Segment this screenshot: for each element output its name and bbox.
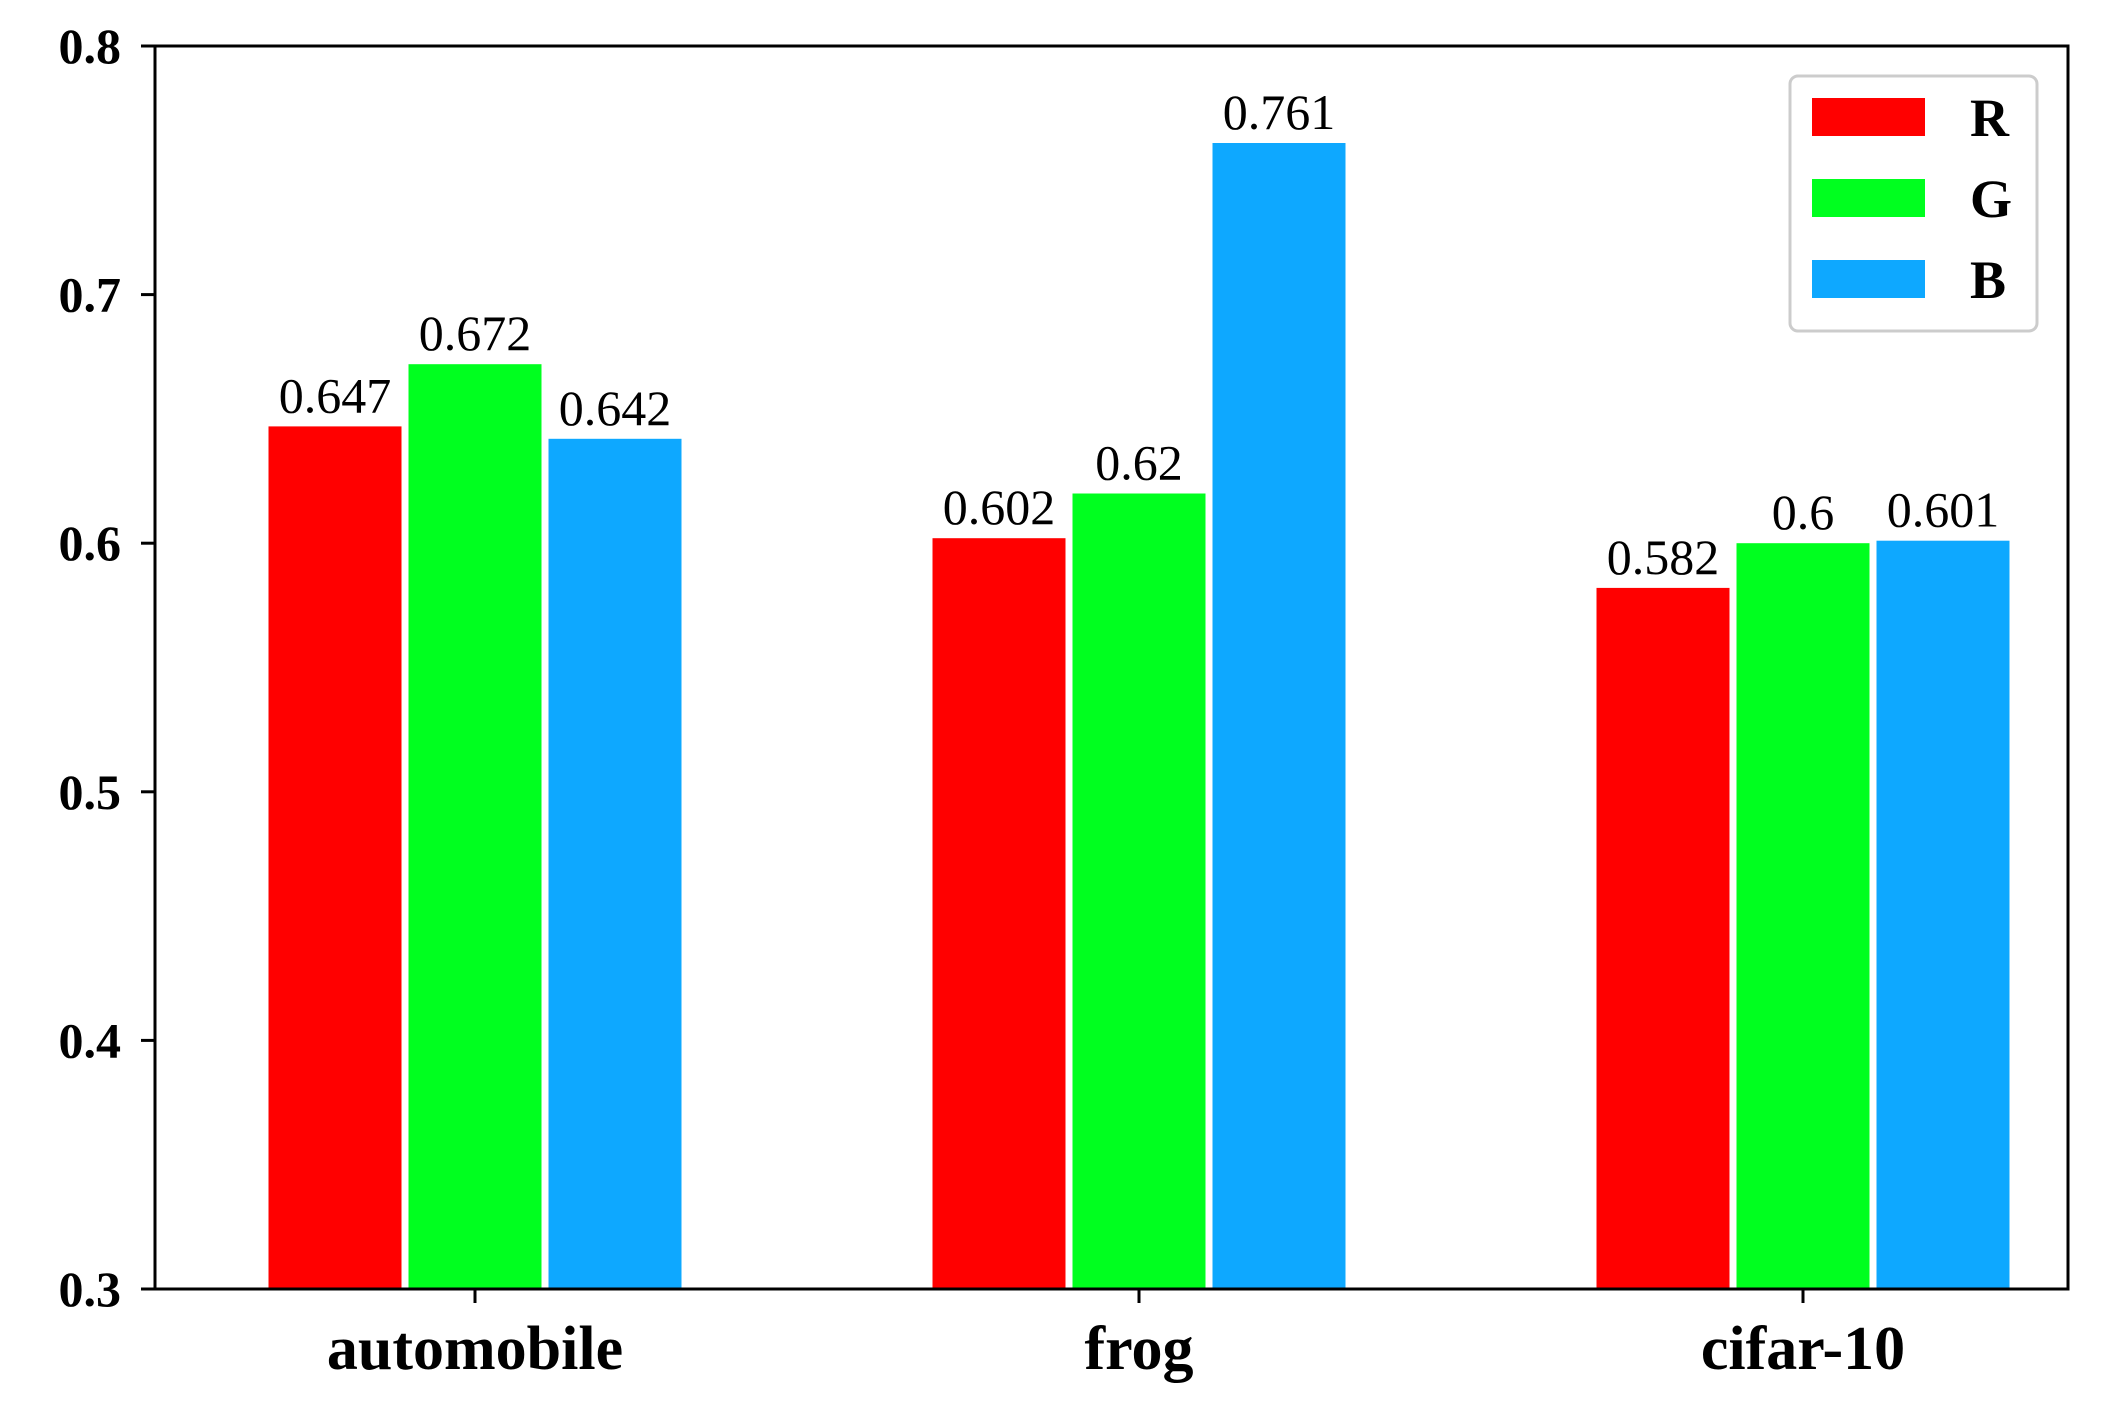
plot-frame (153, 44, 2070, 1291)
bars-group (268, 143, 2010, 1289)
bar-G-cifar-10 (1736, 543, 1870, 1289)
y-tick-label: 0.5 (59, 764, 122, 820)
legend-swatch-B (1812, 260, 1925, 298)
legend-label-R: R (1970, 88, 2010, 148)
data-label-R-frog: 0.602 (943, 479, 1056, 535)
x-tick-label: frog (1084, 1315, 1193, 1383)
bar-B-cifar-10 (1876, 540, 2010, 1289)
bar-B-frog (1212, 143, 1346, 1289)
data-label-B-automobile: 0.642 (559, 380, 672, 436)
data-label-G-cifar-10: 0.6 (1772, 484, 1835, 540)
legend-label-G: G (1970, 169, 2012, 229)
x-tick-label: cifar-10 (1701, 1315, 1905, 1383)
data-label-B-cifar-10: 0.601 (1887, 482, 2000, 538)
y-tick-label: 0.4 (59, 1012, 122, 1068)
bar-B-automobile (548, 438, 682, 1289)
bar-G-frog (1072, 493, 1206, 1289)
data-label-G-automobile: 0.672 (419, 305, 532, 361)
legend-label-B: B (1970, 250, 2006, 310)
data-label-R-cifar-10: 0.582 (1607, 529, 1720, 585)
data-label-G-frog: 0.62 (1095, 435, 1183, 491)
legend-swatch-R (1812, 98, 1925, 136)
y-tick-label: 0.6 (59, 515, 122, 571)
x-tick-label: automobile (327, 1315, 623, 1383)
y-tick-label: 0.8 (59, 18, 122, 74)
bar-R-cifar-10 (1596, 587, 1730, 1289)
y-tick-label: 0.7 (59, 267, 122, 323)
axes-group: 0.3 0.4 0.5 0.6 0.7 0.8 automobile frog cifar-10 (59, 18, 2070, 1383)
legend: RGB (1788, 74, 2039, 333)
data-label-B-frog: 0.761 (1223, 84, 1336, 140)
data-label-R-automobile: 0.647 (279, 367, 392, 423)
bar-R-automobile (268, 426, 402, 1289)
data-labels-group: 0.647 0.602 0.582 0.672 0.62 0.6 0.642 0.761 0.6… (279, 84, 2000, 585)
bar-R-frog (932, 538, 1066, 1289)
bar-G-automobile (408, 364, 542, 1289)
y-tick-label: 0.3 (59, 1261, 122, 1317)
legend-swatch-G (1812, 179, 1925, 217)
